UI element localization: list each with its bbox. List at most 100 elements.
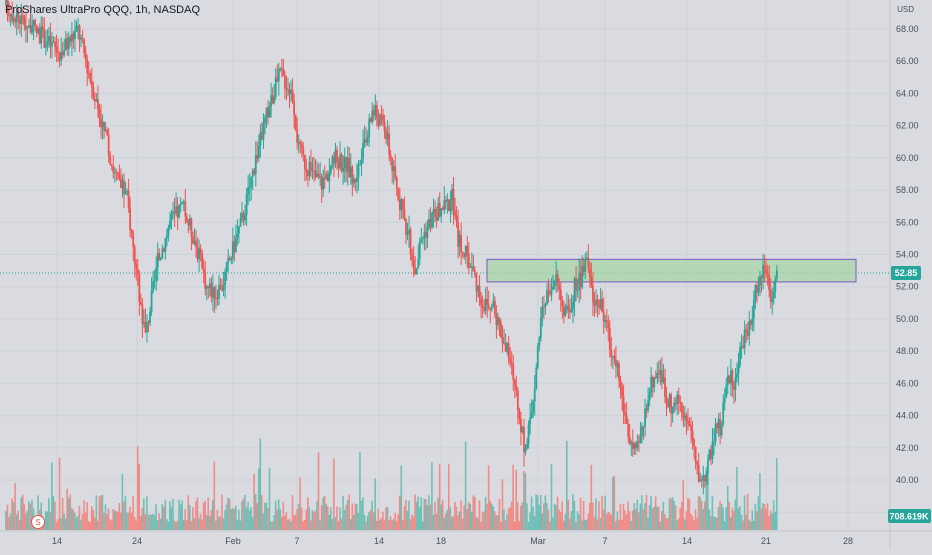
volume-bar <box>219 516 222 530</box>
candle-body <box>139 301 142 305</box>
candle-body <box>123 180 125 195</box>
candle-body <box>484 298 487 311</box>
candle-body <box>533 388 536 402</box>
volume-bar <box>688 499 691 530</box>
volume-bar <box>651 508 654 530</box>
candle-body <box>213 287 216 299</box>
candle-body <box>731 370 734 385</box>
volume-bar <box>648 504 651 530</box>
candle-body <box>429 219 432 228</box>
volume-bar <box>389 515 392 530</box>
candle-body <box>421 238 424 240</box>
candle-body <box>132 232 135 248</box>
volume-bar <box>9 513 12 530</box>
volume-bar <box>310 520 312 530</box>
candle-body <box>743 329 746 348</box>
volume-bar <box>247 501 249 530</box>
candle-body <box>549 293 551 295</box>
candle-body <box>236 233 239 238</box>
volume-bar <box>662 501 665 530</box>
volume-bar <box>536 495 539 530</box>
volume-bar <box>331 519 334 530</box>
candle-body <box>187 222 190 226</box>
resistance-zone-rect[interactable] <box>486 258 857 283</box>
candle-body <box>146 321 148 333</box>
candle-body <box>593 301 596 306</box>
x-tick-label: 24 <box>132 536 142 546</box>
y-tick-label: 42.00 <box>896 443 919 453</box>
candle-body <box>618 363 620 381</box>
candle-body <box>504 343 507 352</box>
volume-bar <box>164 499 167 530</box>
resistance-zone[interactable] <box>486 258 857 283</box>
candle-body <box>756 285 758 293</box>
candle-body <box>211 287 214 298</box>
candle-body <box>147 321 150 324</box>
volume-bar <box>409 519 412 530</box>
volume-bar <box>392 519 395 530</box>
candle-body <box>579 272 582 288</box>
volume-bar <box>444 513 447 530</box>
volume-bar <box>556 496 559 530</box>
volume-bar <box>518 520 521 530</box>
candle-body <box>337 161 340 169</box>
volume-bar <box>762 503 764 530</box>
volume-bar <box>339 507 341 530</box>
volume-bar <box>92 509 95 530</box>
volume-bar <box>211 500 214 530</box>
volume-bar <box>351 503 354 530</box>
candle-body <box>705 473 708 482</box>
candle-body <box>592 285 594 302</box>
candle-body <box>193 240 196 244</box>
volume-bar <box>454 501 456 530</box>
volume-bar <box>12 502 15 530</box>
candle-body <box>641 426 643 437</box>
volume-bar <box>543 503 545 530</box>
candle-body <box>296 129 299 143</box>
candle-body <box>326 174 329 182</box>
candle-body <box>150 291 153 312</box>
candle-body <box>520 418 522 433</box>
candle-body <box>510 362 513 365</box>
candle-body <box>136 269 139 274</box>
dividend-icon[interactable] <box>31 515 45 529</box>
volume-bar <box>627 501 629 530</box>
volume-bar <box>383 519 386 530</box>
volume-bar <box>172 498 174 530</box>
volume-bar <box>379 520 381 530</box>
candle-body <box>644 408 646 427</box>
symbol-title[interactable]: ProShares UltraPro QQQ, 1h, NASDAQ <box>5 4 201 16</box>
volume-bar <box>438 464 441 530</box>
candle-body <box>368 118 371 138</box>
volume-bar <box>268 468 271 530</box>
candle-body <box>460 235 463 252</box>
volume-bar <box>595 498 597 530</box>
candle-body <box>527 424 530 444</box>
candle-body <box>702 474 705 481</box>
volume-bar <box>588 502 591 530</box>
volume-bar <box>584 520 586 530</box>
volume-bar <box>265 502 268 530</box>
candle-body <box>671 406 674 414</box>
volume-bar <box>664 514 666 530</box>
candle-body <box>282 68 285 76</box>
candle-body <box>264 117 266 124</box>
candle-body <box>46 41 49 45</box>
candle-body <box>329 166 332 173</box>
candle-body <box>276 77 279 82</box>
candle-body <box>202 268 205 273</box>
candle-body <box>23 17 26 26</box>
candle-body <box>49 36 52 47</box>
candle-body <box>757 285 760 293</box>
volume-bar <box>86 502 88 530</box>
candle-body <box>61 51 64 56</box>
y-tick-label: 56.00 <box>896 217 919 227</box>
candle-body <box>739 346 741 365</box>
volume-bar <box>524 472 527 530</box>
volume-bar <box>654 496 657 530</box>
candle-body <box>208 283 211 289</box>
volume-bar <box>733 510 735 530</box>
candle-body <box>541 306 544 318</box>
